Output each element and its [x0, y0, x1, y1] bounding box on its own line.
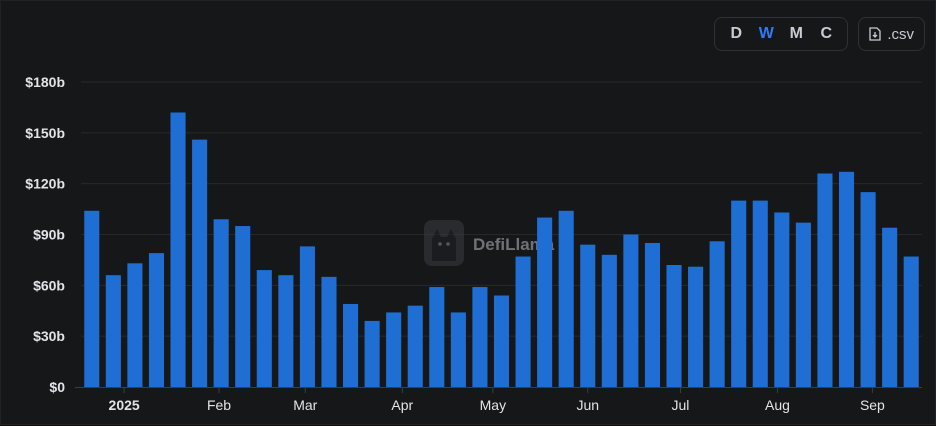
bar[interactable] [903, 256, 919, 387]
bar[interactable] [343, 303, 359, 387]
bar[interactable] [795, 222, 811, 387]
bar[interactable] [537, 217, 553, 387]
bar[interactable] [105, 275, 121, 387]
bar[interactable] [386, 312, 402, 387]
x-tick-label: Feb [207, 397, 231, 413]
bar[interactable] [170, 112, 186, 388]
bar[interactable] [450, 312, 466, 387]
bar[interactable] [709, 241, 725, 387]
y-tick-label: $180b [25, 74, 65, 90]
bar[interactable] [127, 263, 143, 387]
bar[interactable] [213, 219, 229, 387]
bar[interactable] [731, 200, 747, 387]
bar[interactable] [688, 266, 704, 387]
granularity-toggle: D W M C [714, 17, 849, 51]
bar[interactable] [882, 227, 898, 387]
watermark: DefiLlama [424, 220, 555, 266]
bar[interactable] [192, 139, 208, 387]
bar[interactable] [235, 226, 251, 387]
y-tick-label: $30b [33, 328, 65, 344]
y-tick-label: $150b [25, 125, 65, 141]
y-tick-label: $0 [49, 379, 65, 395]
bars [84, 112, 919, 388]
x-tick-label: Aug [765, 397, 790, 413]
x-tick-label: May [480, 397, 506, 413]
bar[interactable] [817, 173, 833, 388]
bar[interactable] [299, 246, 315, 387]
axes: $0 $30b $60b $90b $120b $150b $180b 2025 Feb Mar A… [25, 74, 922, 413]
x-tick-label: Jul [672, 397, 690, 413]
llama-logo-icon [424, 220, 464, 266]
x-tick-label: Mar [293, 397, 317, 413]
bar[interactable] [472, 287, 488, 387]
bar[interactable] [429, 287, 445, 387]
y-tick-label: $60b [33, 277, 65, 293]
bar[interactable] [666, 265, 682, 387]
bar[interactable] [774, 212, 790, 387]
file-download-icon [869, 27, 881, 41]
bar[interactable] [148, 253, 165, 387]
bar[interactable] [278, 275, 294, 387]
bar[interactable] [321, 276, 337, 387]
bar[interactable] [601, 254, 617, 387]
bar[interactable] [407, 305, 423, 387]
bar[interactable] [84, 210, 100, 387]
bar[interactable] [515, 256, 531, 387]
granularity-daily-button[interactable]: D [730, 25, 743, 42]
chart-toolbar: D W M C .csv [714, 17, 925, 51]
x-tick-label: Sep [860, 397, 885, 413]
bar[interactable] [580, 244, 596, 387]
granularity-weekly-button[interactable]: W [758, 25, 774, 42]
download-csv-button[interactable]: .csv [858, 17, 925, 51]
bar[interactable] [752, 200, 768, 387]
y-tick-label: $90b [33, 227, 65, 243]
bar[interactable] [644, 242, 660, 387]
download-csv-label: .csv [887, 25, 914, 43]
bar[interactable] [256, 270, 272, 387]
granularity-monthly-button[interactable]: M [789, 25, 803, 42]
x-tick-label: Jun [576, 397, 599, 413]
bar[interactable] [838, 171, 855, 387]
bar[interactable] [493, 295, 510, 388]
granularity-cumulative-button[interactable]: C [820, 25, 833, 42]
bar[interactable] [860, 192, 876, 387]
y-tick-label: $120b [25, 176, 65, 192]
watermark-text: DefiLlama [473, 235, 555, 254]
bar[interactable] [364, 320, 380, 387]
x-tick-label: Apr [391, 397, 413, 413]
bar[interactable] [623, 234, 639, 388]
bar[interactable] [558, 210, 574, 387]
x-tick-label: 2025 [109, 397, 140, 413]
